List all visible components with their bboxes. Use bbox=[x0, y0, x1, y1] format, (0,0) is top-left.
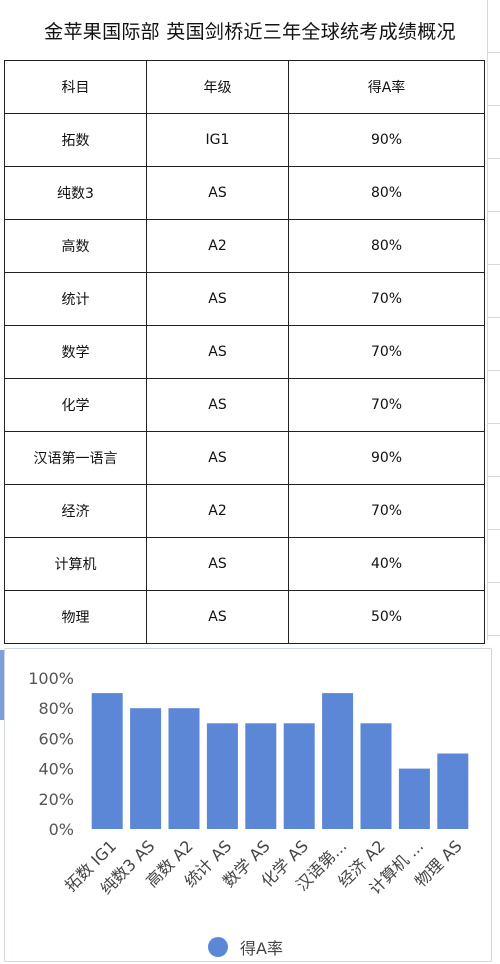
y-tick-label: 60% bbox=[38, 729, 74, 748]
grade-cell: AS bbox=[146, 325, 289, 379]
y-tick-label: 80% bbox=[38, 699, 74, 718]
subject-cell: 高数 bbox=[4, 219, 147, 273]
bar[interactable] bbox=[322, 693, 354, 829]
grade-cell: IG1 bbox=[146, 113, 289, 167]
bar[interactable] bbox=[91, 693, 123, 829]
table-row: 化学 AS 70% bbox=[4, 378, 485, 432]
a-rate-cell: 40% bbox=[288, 537, 485, 591]
header-grade: 年级 bbox=[146, 60, 289, 114]
table-row: 汉语第一语言 AS 90% bbox=[4, 431, 485, 485]
bar[interactable] bbox=[168, 708, 200, 829]
a-rate-cell: 50% bbox=[288, 590, 485, 644]
page-title: 金苹果国际部 英国剑桥近三年全球统考成绩概况 bbox=[44, 20, 456, 43]
subject-cell: 汉语第一语言 bbox=[4, 431, 147, 485]
y-tick-label: 100% bbox=[28, 669, 74, 688]
subject-cell: 数学 bbox=[4, 325, 147, 379]
bar[interactable] bbox=[130, 708, 162, 829]
subject-cell: 纯数3 bbox=[4, 166, 147, 220]
legend-label: 得A率 bbox=[240, 939, 283, 958]
grade-cell: A2 bbox=[146, 219, 289, 273]
chart-legend: 得A率 bbox=[208, 935, 283, 959]
subject-cell: 化学 bbox=[4, 378, 147, 432]
header-a-rate: 得A率 bbox=[288, 60, 485, 114]
grade-cell: AS bbox=[146, 166, 289, 220]
bar[interactable] bbox=[437, 753, 469, 830]
bar[interactable] bbox=[245, 723, 277, 829]
header-subject: 科目 bbox=[4, 60, 147, 114]
subject-cell: 经济 bbox=[4, 484, 147, 538]
bar[interactable] bbox=[398, 768, 430, 829]
subject-cell: 物理 bbox=[4, 590, 147, 644]
a-rate-cell: 70% bbox=[288, 272, 485, 326]
bar[interactable] bbox=[283, 723, 315, 829]
bar[interactable] bbox=[360, 723, 392, 829]
spreadsheet-gridlines bbox=[487, 0, 500, 640]
table-row: 物理 AS 50% bbox=[4, 590, 485, 644]
table-row: 计算机 AS 40% bbox=[4, 537, 485, 591]
table-row: 数学 AS 70% bbox=[4, 325, 485, 379]
table-row: 高数 A2 80% bbox=[4, 219, 485, 273]
legend-swatch bbox=[208, 937, 228, 957]
y-tick-label: 40% bbox=[38, 760, 74, 779]
table-row: 经济 A2 70% bbox=[4, 484, 485, 538]
a-rate-cell: 80% bbox=[288, 219, 485, 273]
grade-cell: AS bbox=[146, 272, 289, 326]
scores-table: 科目 年级 得A率 拓数 IG1 90% 纯数3 AS 80% 高数 A2 80% 统计 AS 70%… bbox=[4, 60, 485, 644]
table-row: 拓数 IG1 90% bbox=[4, 113, 485, 167]
y-tick-label: 20% bbox=[38, 790, 74, 809]
grade-cell: AS bbox=[146, 378, 289, 432]
grade-cell: AS bbox=[146, 590, 289, 644]
y-tick-label: 0% bbox=[49, 820, 74, 839]
grade-cell: AS bbox=[146, 537, 289, 591]
selection-accent bbox=[0, 650, 4, 720]
subject-cell: 拓数 bbox=[4, 113, 147, 167]
table-header-row: 科目 年级 得A率 bbox=[4, 60, 485, 114]
bar[interactable] bbox=[206, 723, 238, 829]
